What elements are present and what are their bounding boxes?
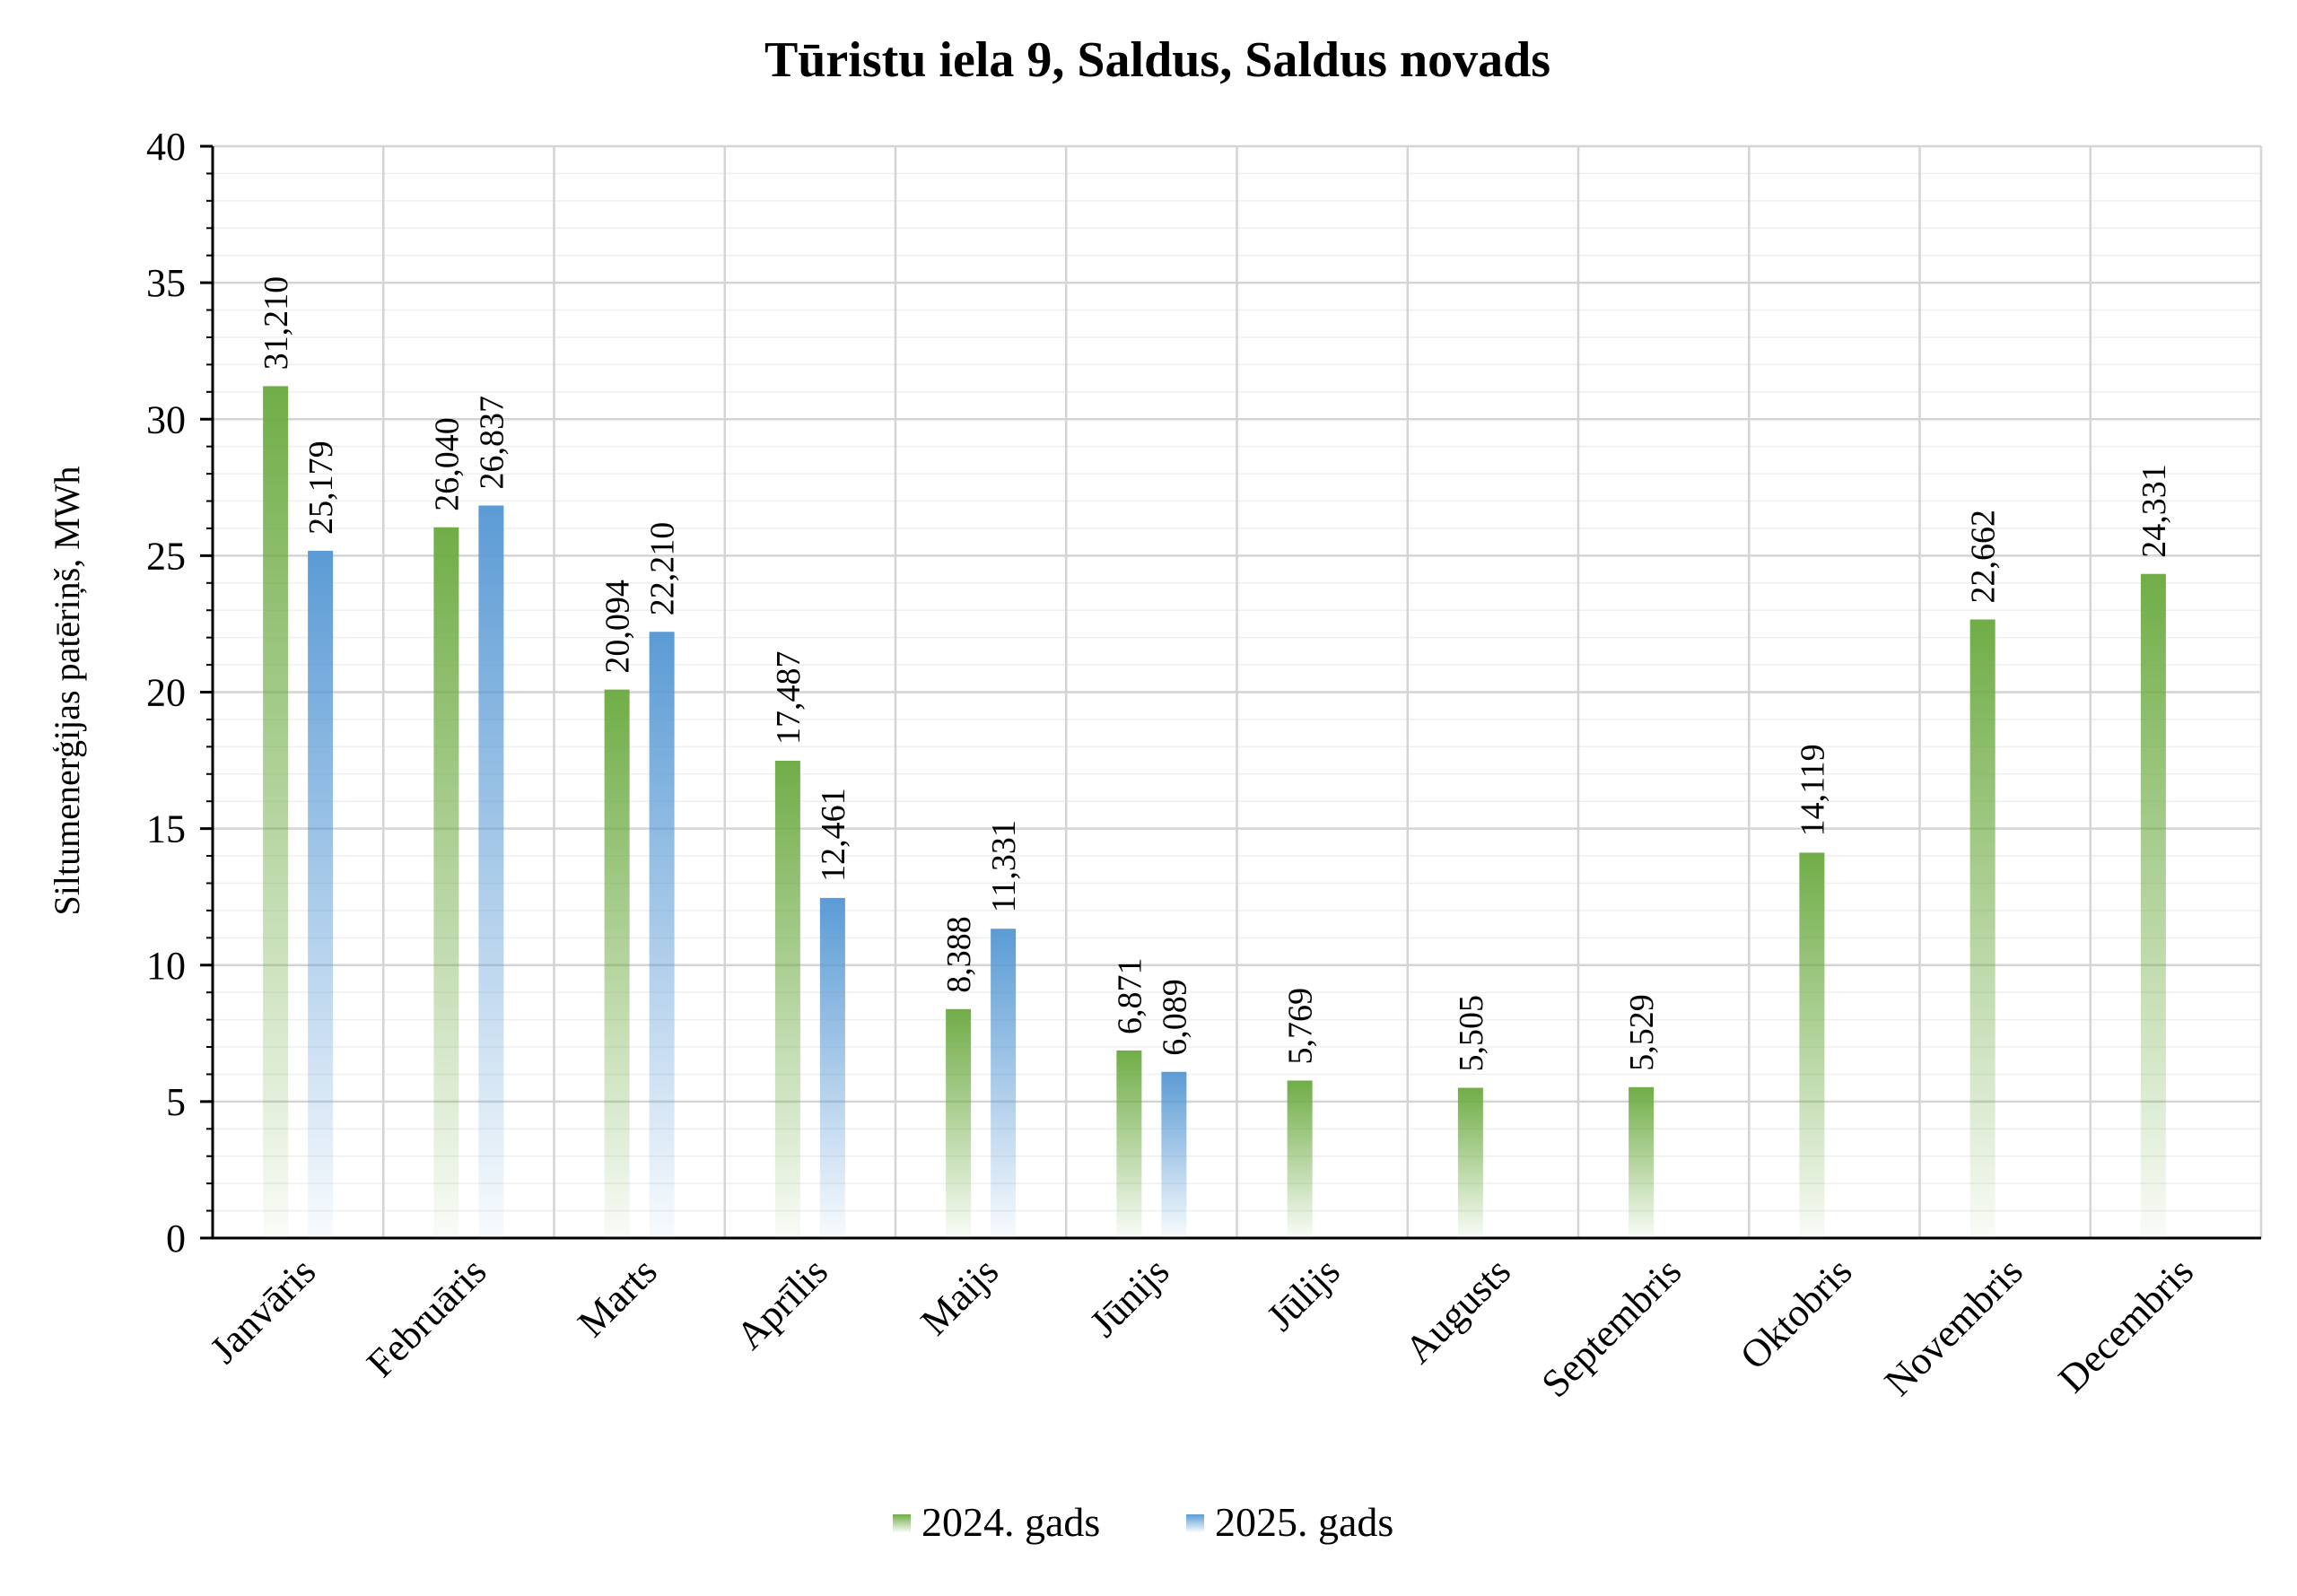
data-label: 5,529 xyxy=(1623,994,1661,1071)
bar-2024-1 xyxy=(433,527,459,1238)
x-tick-label: Novembris xyxy=(1876,1249,2031,1404)
bar-2025-0 xyxy=(308,550,334,1238)
y-tick-label: 10 xyxy=(146,944,186,988)
y-tick-label: 15 xyxy=(146,807,186,851)
data-label: 24,331 xyxy=(2135,464,2173,558)
y-tick-label: 40 xyxy=(146,125,186,169)
data-label: 22,210 xyxy=(644,522,682,616)
data-label: 5,769 xyxy=(1282,988,1320,1065)
x-tick-label: Marts xyxy=(569,1249,665,1345)
bar-2024-6 xyxy=(1287,1080,1313,1238)
data-label: 31,210 xyxy=(258,276,295,371)
bar-2024-2 xyxy=(604,689,630,1238)
bar-2024-11 xyxy=(2140,573,2166,1238)
data-label: 26,040 xyxy=(428,417,466,511)
bar-2024-0 xyxy=(263,386,289,1238)
legend: 2024. gads 2025. gads xyxy=(893,1499,1393,1545)
y-tick-label: 30 xyxy=(146,397,186,441)
x-tick-labels: Janvāris Februāris Marts Aprīlis Maijs Jūnijs… xyxy=(202,1249,2202,1406)
bar-2024-4 xyxy=(946,1008,972,1238)
data-label: 6,089 xyxy=(1156,979,1193,1056)
axes: 0 5 10 15 20 25 30 35 40 xyxy=(146,125,2261,1260)
x-tick-label: Decembris xyxy=(2050,1249,2202,1400)
bar-2024-9 xyxy=(1799,852,1825,1238)
y-tick-label: 35 xyxy=(146,261,186,305)
legend-swatch-2024 xyxy=(893,1514,911,1532)
data-label: 17,487 xyxy=(770,650,808,745)
bar-2025-3 xyxy=(819,897,845,1238)
bars xyxy=(263,386,2166,1238)
bar-2024-7 xyxy=(1457,1087,1483,1238)
x-tick-label: Septembris xyxy=(1533,1249,1690,1406)
legend-swatch-2025 xyxy=(1186,1514,1204,1532)
y-tick-label: 20 xyxy=(146,671,186,715)
bar-2024-8 xyxy=(1629,1086,1655,1238)
legend-label-2025: 2025. gads xyxy=(1215,1499,1393,1545)
bar-2025-2 xyxy=(649,632,675,1238)
data-label: 6,871 xyxy=(1111,957,1148,1034)
data-label: 12,461 xyxy=(815,788,852,882)
data-label: 14,119 xyxy=(1794,744,1831,836)
x-tick-label: Jūnijs xyxy=(1081,1249,1177,1345)
x-tick-label: Maijs xyxy=(913,1249,1008,1344)
bar-2024-10 xyxy=(1969,619,1996,1238)
x-tick-label: Oktobris xyxy=(1732,1249,1861,1378)
data-label: 20,094 xyxy=(599,580,637,674)
data-label: 26,837 xyxy=(473,396,511,490)
chart-title: Tūristu iela 9, Saldus, Saldus novads xyxy=(764,32,1550,88)
y-axis-label: Siltumenerģijas patēriņš, MWh xyxy=(47,466,87,915)
data-label: 5,505 xyxy=(1453,995,1490,1072)
data-label: 25,179 xyxy=(302,440,340,535)
bar-2024-3 xyxy=(774,760,800,1238)
data-label: 8,388 xyxy=(940,916,978,993)
x-tick-label: Jūlijs xyxy=(1258,1249,1348,1339)
data-label: 11,331 xyxy=(985,820,1023,912)
x-tick-label: Februāris xyxy=(358,1249,494,1385)
gridlines xyxy=(213,144,2263,1238)
y-tick-label: 0 xyxy=(166,1217,186,1260)
x-tick-label: Augusts xyxy=(1396,1249,1519,1372)
x-tick-label: Aprīlis xyxy=(728,1249,836,1357)
x-tick-label: Janvāris xyxy=(202,1249,325,1372)
y-tick-label: 5 xyxy=(166,1080,186,1124)
bar-2024-5 xyxy=(1116,1050,1142,1238)
legend-label-2024: 2024. gads xyxy=(921,1499,1100,1545)
bar-2025-4 xyxy=(991,929,1017,1238)
bar-2025-5 xyxy=(1161,1071,1187,1238)
data-labels: 31,210 26,040 20,094 17,487 8,388 6,871 5,769 5… xyxy=(258,276,2173,1072)
data-label: 22,662 xyxy=(1965,510,2003,604)
y-tick-label: 25 xyxy=(146,534,186,578)
bar-2025-1 xyxy=(478,505,504,1238)
